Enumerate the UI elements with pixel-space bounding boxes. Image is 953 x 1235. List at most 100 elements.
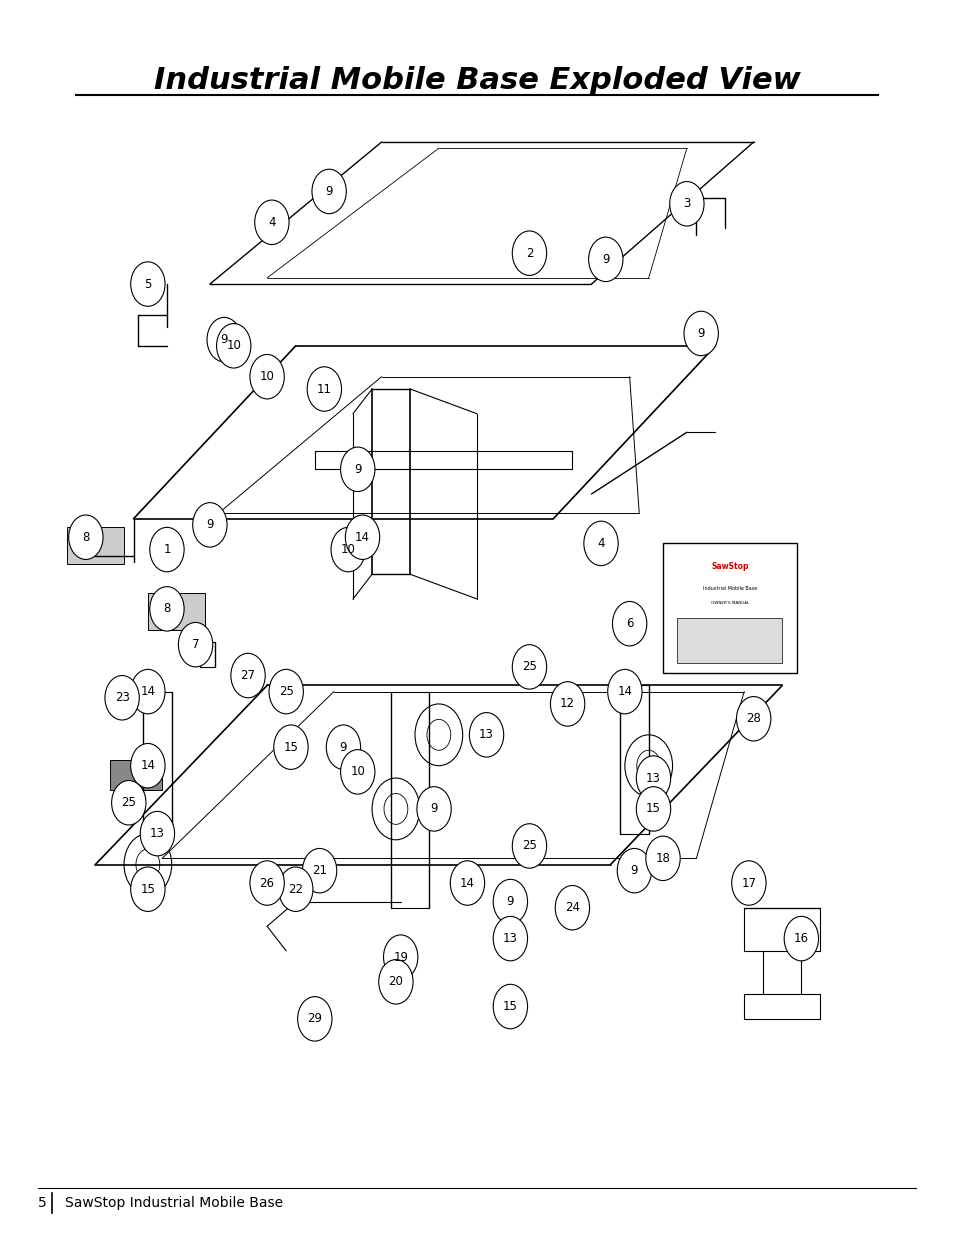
Text: 17: 17 xyxy=(740,877,756,889)
Text: 10: 10 xyxy=(226,340,241,352)
Text: 3: 3 xyxy=(682,198,690,210)
Text: 19: 19 xyxy=(393,951,408,963)
Circle shape xyxy=(231,653,265,698)
Circle shape xyxy=(178,622,213,667)
Text: Industrial Mobile Base Exploded View: Industrial Mobile Base Exploded View xyxy=(153,65,800,95)
Circle shape xyxy=(340,750,375,794)
Text: SawStop: SawStop xyxy=(710,562,748,572)
Circle shape xyxy=(645,836,679,881)
Text: 1: 1 xyxy=(163,543,171,556)
Circle shape xyxy=(607,669,641,714)
Text: Industrial Mobile Base: Industrial Mobile Base xyxy=(702,587,756,592)
Circle shape xyxy=(150,527,184,572)
Text: 28: 28 xyxy=(745,713,760,725)
Circle shape xyxy=(783,916,818,961)
Text: 24: 24 xyxy=(564,902,579,914)
Circle shape xyxy=(131,262,165,306)
Circle shape xyxy=(736,697,770,741)
Text: 8: 8 xyxy=(163,603,171,615)
Circle shape xyxy=(378,960,413,1004)
Circle shape xyxy=(312,169,346,214)
Text: 14: 14 xyxy=(617,685,632,698)
Circle shape xyxy=(340,447,375,492)
Circle shape xyxy=(512,645,546,689)
Text: 9: 9 xyxy=(354,463,361,475)
Text: 2: 2 xyxy=(525,247,533,259)
Circle shape xyxy=(416,787,451,831)
FancyBboxPatch shape xyxy=(662,543,796,673)
Text: 27: 27 xyxy=(240,669,255,682)
Text: 29: 29 xyxy=(307,1013,322,1025)
Circle shape xyxy=(512,231,546,275)
Circle shape xyxy=(131,743,165,788)
Text: 16: 16 xyxy=(793,932,808,945)
Circle shape xyxy=(669,182,703,226)
Circle shape xyxy=(131,669,165,714)
Circle shape xyxy=(274,725,308,769)
Circle shape xyxy=(636,787,670,831)
FancyBboxPatch shape xyxy=(148,593,205,630)
Circle shape xyxy=(383,935,417,979)
Circle shape xyxy=(297,997,332,1041)
FancyBboxPatch shape xyxy=(110,760,162,790)
Circle shape xyxy=(550,682,584,726)
Text: 14: 14 xyxy=(459,877,475,889)
Text: 9: 9 xyxy=(339,741,347,753)
Text: 4: 4 xyxy=(597,537,604,550)
Circle shape xyxy=(450,861,484,905)
Circle shape xyxy=(69,515,103,559)
Circle shape xyxy=(216,324,251,368)
Text: 13: 13 xyxy=(478,729,494,741)
Circle shape xyxy=(112,781,146,825)
Text: 9: 9 xyxy=(601,253,609,266)
Text: 12: 12 xyxy=(559,698,575,710)
Text: 9: 9 xyxy=(220,333,228,346)
Text: 13: 13 xyxy=(150,827,165,840)
Text: 23: 23 xyxy=(114,692,130,704)
Circle shape xyxy=(331,527,365,572)
Circle shape xyxy=(150,587,184,631)
Text: 26: 26 xyxy=(259,877,274,889)
Circle shape xyxy=(493,984,527,1029)
Circle shape xyxy=(493,916,527,961)
Text: 13: 13 xyxy=(502,932,517,945)
Text: 15: 15 xyxy=(140,883,155,895)
Circle shape xyxy=(193,503,227,547)
Text: 8: 8 xyxy=(82,531,90,543)
Circle shape xyxy=(250,354,284,399)
Text: 7: 7 xyxy=(192,638,199,651)
Circle shape xyxy=(302,848,336,893)
Text: 21: 21 xyxy=(312,864,327,877)
Text: 13: 13 xyxy=(645,772,660,784)
Text: 10: 10 xyxy=(350,766,365,778)
Circle shape xyxy=(345,515,379,559)
Text: 4: 4 xyxy=(268,216,275,228)
Text: 25: 25 xyxy=(278,685,294,698)
Text: 11: 11 xyxy=(316,383,332,395)
Circle shape xyxy=(140,811,174,856)
Circle shape xyxy=(588,237,622,282)
Circle shape xyxy=(278,867,313,911)
Circle shape xyxy=(131,867,165,911)
Circle shape xyxy=(269,669,303,714)
Circle shape xyxy=(683,311,718,356)
Text: 5: 5 xyxy=(38,1195,47,1210)
Text: 22: 22 xyxy=(288,883,303,895)
Text: 14: 14 xyxy=(140,760,155,772)
Text: SawStop Industrial Mobile Base: SawStop Industrial Mobile Base xyxy=(65,1195,283,1210)
Circle shape xyxy=(512,824,546,868)
Text: 9: 9 xyxy=(206,519,213,531)
Text: OWNER'S MANUAL: OWNER'S MANUAL xyxy=(710,601,748,605)
Text: 20: 20 xyxy=(388,976,403,988)
Text: 9: 9 xyxy=(697,327,704,340)
Text: 10: 10 xyxy=(340,543,355,556)
Text: 15: 15 xyxy=(283,741,298,753)
Circle shape xyxy=(105,676,139,720)
Circle shape xyxy=(583,521,618,566)
Circle shape xyxy=(307,367,341,411)
Text: 9: 9 xyxy=(325,185,333,198)
Text: 14: 14 xyxy=(140,685,155,698)
Text: 6: 6 xyxy=(625,618,633,630)
Circle shape xyxy=(731,861,765,905)
Circle shape xyxy=(254,200,289,245)
